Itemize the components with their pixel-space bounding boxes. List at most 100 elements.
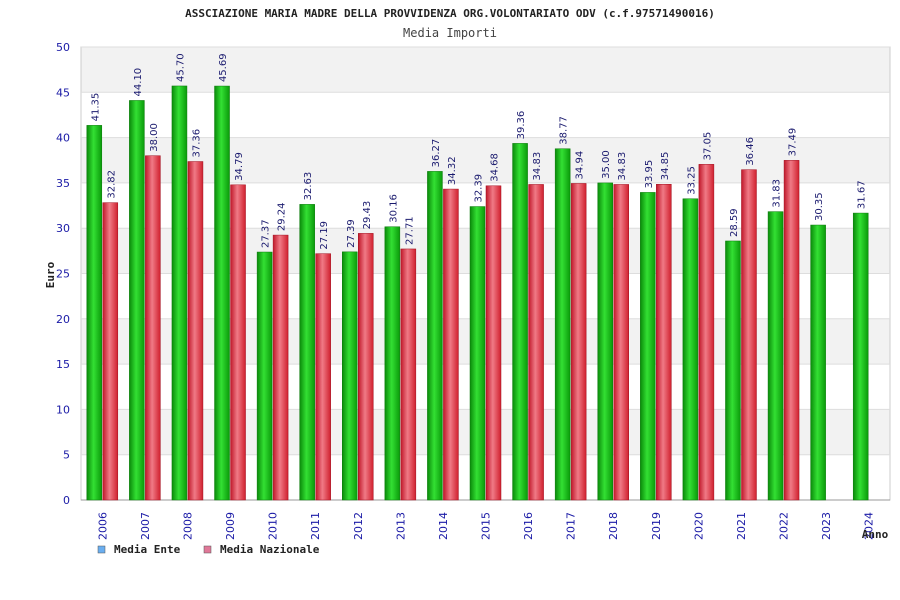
y-axis-ticks: 0 5 10 15 20 25 30 35 40 45 50 [56,41,70,507]
legend-swatch-media-ente [97,545,106,554]
x-tick-label: 2006 [96,512,109,540]
bar-media-nazionale [741,169,757,501]
data-label: 33.25 [686,166,697,195]
bar-media-ente [214,85,230,501]
data-label: 38.00 [149,123,160,152]
data-label: 45.69 [218,53,229,82]
y-axis-title: Euro [44,261,57,288]
bar-media-nazionale [570,183,587,501]
data-label: 45.70 [175,53,186,82]
bar-media-nazionale [783,160,800,501]
bar-media-nazionale [358,233,374,501]
data-label: 29.24 [277,202,288,231]
x-tick-label: 2016 [522,512,535,540]
plot-band [81,47,890,93]
data-label: 38.77 [559,116,570,145]
data-label: 27.71 [404,216,415,245]
x-tick-label: 2008 [181,512,194,540]
data-label: 32.63 [303,172,314,201]
data-label: 37.36 [191,129,202,158]
legend-swatch-media-nazionale [203,545,212,554]
bar-media-ente [682,198,699,501]
data-label: 41.35 [90,93,101,122]
x-tick-label: 2012 [352,512,365,540]
bar-media-ente [129,100,145,501]
y-tick-label: 0 [63,494,70,507]
data-label: 27.37 [261,219,272,248]
data-label: 36.46 [745,137,756,166]
x-tick-label: 2024 [863,512,876,540]
bar-media-ente [767,211,784,501]
bar-media-ente [342,251,358,501]
bar-media-ente [512,143,528,501]
bar-media-nazionale [528,184,544,501]
chart-title: ASSCIAZIONE MARIA MADRE DELLA PROVVIDENZ… [185,7,715,20]
bar-media-ente [256,251,273,501]
bar-media-ente [852,212,869,501]
y-tick-label: 40 [56,132,70,145]
data-label: 39.36 [516,111,527,140]
data-label: 37.05 [702,132,713,161]
y-tick-label: 30 [56,222,70,235]
data-label: 36.27 [431,139,442,168]
bar-media-nazionale [613,184,629,501]
x-tick-label: 2013 [394,512,407,540]
data-label: 34.83 [617,152,628,181]
data-label: 35.00 [601,150,612,179]
y-tick-label: 35 [56,177,70,190]
data-label: 31.83 [772,179,783,208]
bar-media-ente [640,192,656,501]
x-tick-label: 2011 [309,512,322,540]
data-label: 30.35 [814,192,825,221]
data-label: 34.85 [660,152,671,181]
bar-media-nazionale [400,248,417,501]
x-tick-label: 2009 [224,512,237,540]
x-tick-label: 2019 [650,512,663,540]
bar-media-nazionale [485,185,502,501]
chart-subtitle: Media Importi [403,26,497,40]
bar-media-ente [597,182,613,501]
bar-media-ente [725,240,741,501]
legend-label-media-nazionale: Media Nazionale [220,543,320,556]
legend: Media Ente Media Nazionale [97,543,320,556]
y-tick-label: 15 [56,358,70,371]
x-tick-label: 2010 [267,512,280,540]
y-tick-label: 45 [56,86,70,99]
bar-media-ente [554,148,571,501]
bar-media-nazionale [443,188,459,501]
bar-media-ente [171,85,188,501]
data-label: 32.39 [474,174,485,203]
x-tick-label: 2014 [437,512,450,540]
bar-media-nazionale [272,234,289,501]
y-tick-label: 50 [56,41,70,54]
x-tick-label: 2020 [692,512,705,540]
bar-media-ente [810,224,826,501]
bar-media-ente [299,204,315,501]
bar-media-ente [384,226,401,501]
data-label: 44.10 [133,68,144,97]
bar-media-nazionale [187,161,204,501]
data-label: 37.49 [788,128,799,157]
bar-media-ente [427,171,443,501]
data-label: 34.32 [447,156,458,185]
bar-media-nazionale [230,184,246,501]
bar-media-ente [469,206,486,501]
x-tick-label: 2007 [139,512,152,540]
x-tick-label: 2018 [607,512,620,540]
data-label: 27.19 [319,221,330,250]
data-label: 27.39 [346,219,357,248]
bar-media-nazionale [102,202,119,501]
data-label: 33.95 [644,160,655,189]
x-tick-label: 2023 [820,512,833,540]
bars [86,85,869,501]
data-label: 31.67 [857,180,868,209]
x-tick-label: 2021 [735,512,748,540]
data-label: 34.68 [490,153,501,182]
y-tick-label: 25 [56,268,70,281]
data-label: 29.43 [362,201,373,230]
data-label: 32.82 [106,170,117,199]
y-tick-label: 5 [63,449,70,462]
value-labels: 41.35 44.10 45.70 45.69 27.37 32.63 27.39 30.16… [90,53,867,249]
x-tick-label: 2017 [565,512,578,540]
